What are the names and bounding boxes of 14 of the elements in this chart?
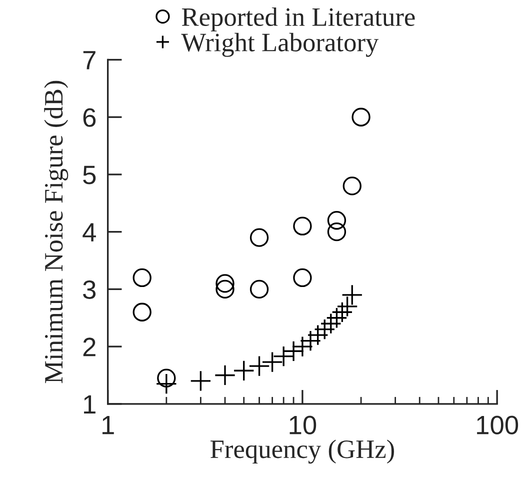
y-tick-label: 1 [84, 395, 96, 414]
y-tick-label: 7 [83, 51, 96, 70]
legend-label: Reported in Literature [182, 7, 415, 32]
x-axis-title: Frequency (GHz) [210, 440, 394, 464]
x-tick-label: 1 [102, 416, 114, 434]
y-axis-title: Minimum Noise Figure (dB) [44, 80, 68, 384]
x-tick-label: 100 [477, 416, 518, 434]
y-tick-label: 6 [83, 108, 96, 127]
y-tick-label: 2 [83, 338, 96, 356]
legend-label: Wright Laboratory [181, 32, 379, 57]
y-tick-label: 3 [83, 280, 96, 300]
x-tick-label: 10 [290, 416, 316, 434]
y-tick-label: 5 [83, 166, 96, 184]
y-tick-label: 4 [82, 223, 96, 242]
